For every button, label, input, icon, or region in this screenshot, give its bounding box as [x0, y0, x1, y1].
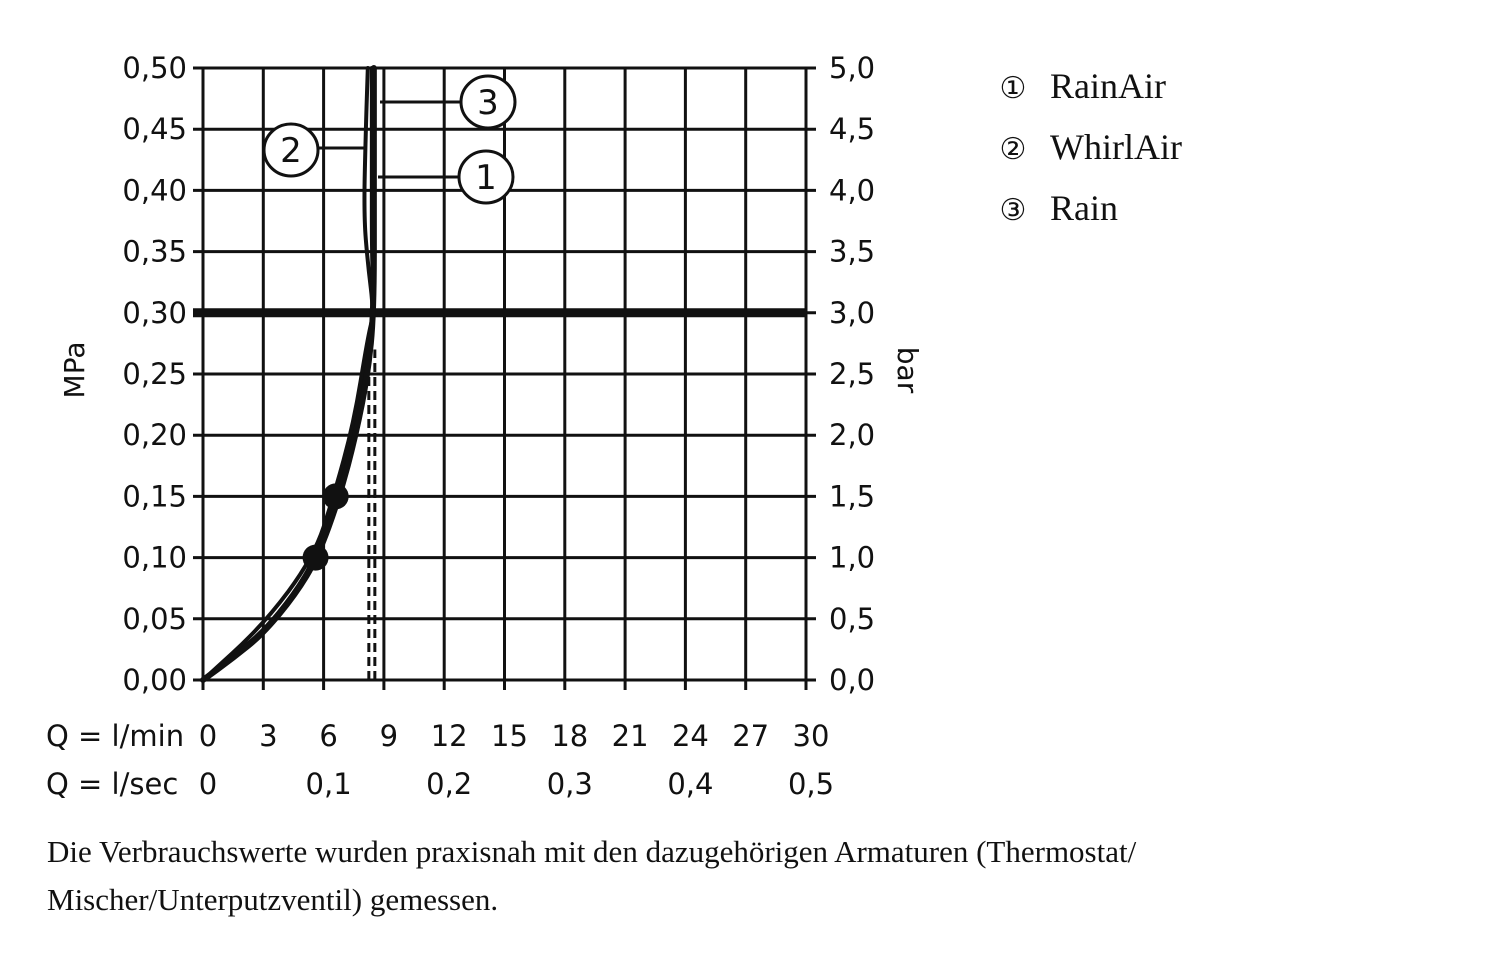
y-tick-label-left: 0,00	[122, 663, 187, 697]
footnote-line-2: Mischer/Unterputzventil) gemessen.	[47, 882, 499, 917]
y-tick-label-right: 2,0	[829, 418, 875, 452]
y-tick-label-right: 0,5	[829, 602, 875, 636]
y-tick-label-right: 0,0	[829, 663, 875, 697]
callout-circle	[262, 122, 320, 178]
y-tick-label-right: 3,0	[829, 296, 875, 330]
callout-circle	[457, 149, 515, 205]
y-tick-label-left: 0,35	[122, 235, 187, 269]
y-tick-label-right: 2,5	[829, 357, 875, 391]
x-tick-label-lmin: 18	[551, 719, 588, 753]
y-tick-label-right: 1,5	[829, 479, 875, 513]
x-tick-label-lmin: 3	[259, 719, 277, 753]
x-tick-label-lsec: 0,2	[426, 767, 472, 801]
x-tick-label-lmin: 21	[612, 719, 649, 753]
y-tick-label-right: 5,0	[829, 51, 875, 85]
x-axis-label-lsec: Q = l/sec	[46, 767, 178, 801]
x-tick-label-lsec: 0,4	[667, 767, 713, 801]
x-tick-label-lmin: 30	[793, 719, 830, 753]
y-right-axis-label: bar	[891, 347, 924, 394]
series-line-whirlair	[201, 66, 375, 682]
callout-circle	[459, 74, 517, 130]
y-tick-label-left: 0,20	[122, 418, 187, 452]
x-tick-label-lsec: 0,3	[547, 767, 593, 801]
x-tick-label-lmin: 24	[672, 719, 709, 753]
x-axis-label-lmin: Q = l/min	[46, 719, 184, 753]
y-tick-label-right: 1,0	[829, 541, 875, 575]
legend-symbol: ③	[1000, 193, 1027, 228]
x-tick-label-lsec: 0,5	[788, 767, 834, 801]
y-tick-label-left: 0,25	[122, 357, 187, 391]
y-tick-label-left: 0,15	[122, 479, 187, 513]
legend-label: Rain	[1050, 188, 1118, 228]
y-tick-label-left: 0,40	[122, 173, 187, 207]
legend-label: WhirlAir	[1050, 127, 1182, 167]
x-tick-label-lmin: 0	[199, 719, 217, 753]
y-tick-label-right: 3,5	[829, 235, 875, 269]
y-tick-label-left: 0,45	[122, 112, 187, 146]
footnote-line-1: Die Verbrauchswerte wurden praxisnah mit…	[47, 834, 1137, 869]
x-tick-label-lmin: 15	[491, 719, 528, 753]
callout-label: 2	[280, 131, 302, 171]
callout-label: 3	[477, 83, 499, 123]
y-tick-label-right: 4,5	[829, 112, 875, 146]
y-tick-label-left: 0,30	[122, 296, 187, 330]
x-tick-label-lmin: 6	[319, 719, 337, 753]
y-tick-label-left: 0,50	[122, 51, 187, 85]
legend-label: RainAir	[1050, 66, 1166, 106]
x-tick-label-lsec: 0	[199, 767, 217, 801]
footnote: Die Verbrauchswerte wurden praxisnah mit…	[47, 828, 1447, 924]
x-tick-label-lsec: 0,1	[306, 767, 352, 801]
x-tick-label-lmin: 12	[431, 719, 468, 753]
data-marker	[302, 544, 329, 571]
y-tick-label-left: 0,05	[122, 602, 187, 636]
callout-label: 1	[475, 158, 497, 198]
legend-symbol: ②	[1000, 132, 1027, 167]
x-tick-label-lmin: 9	[380, 719, 398, 753]
y-tick-label-right: 4,0	[829, 173, 875, 207]
data-marker	[322, 483, 349, 510]
x-tick-label-lmin: 27	[732, 719, 769, 753]
y-tick-label-left: 0,10	[122, 541, 187, 575]
y-left-axis-label: MPa	[58, 342, 91, 399]
legend-symbol: ①	[1000, 71, 1027, 106]
